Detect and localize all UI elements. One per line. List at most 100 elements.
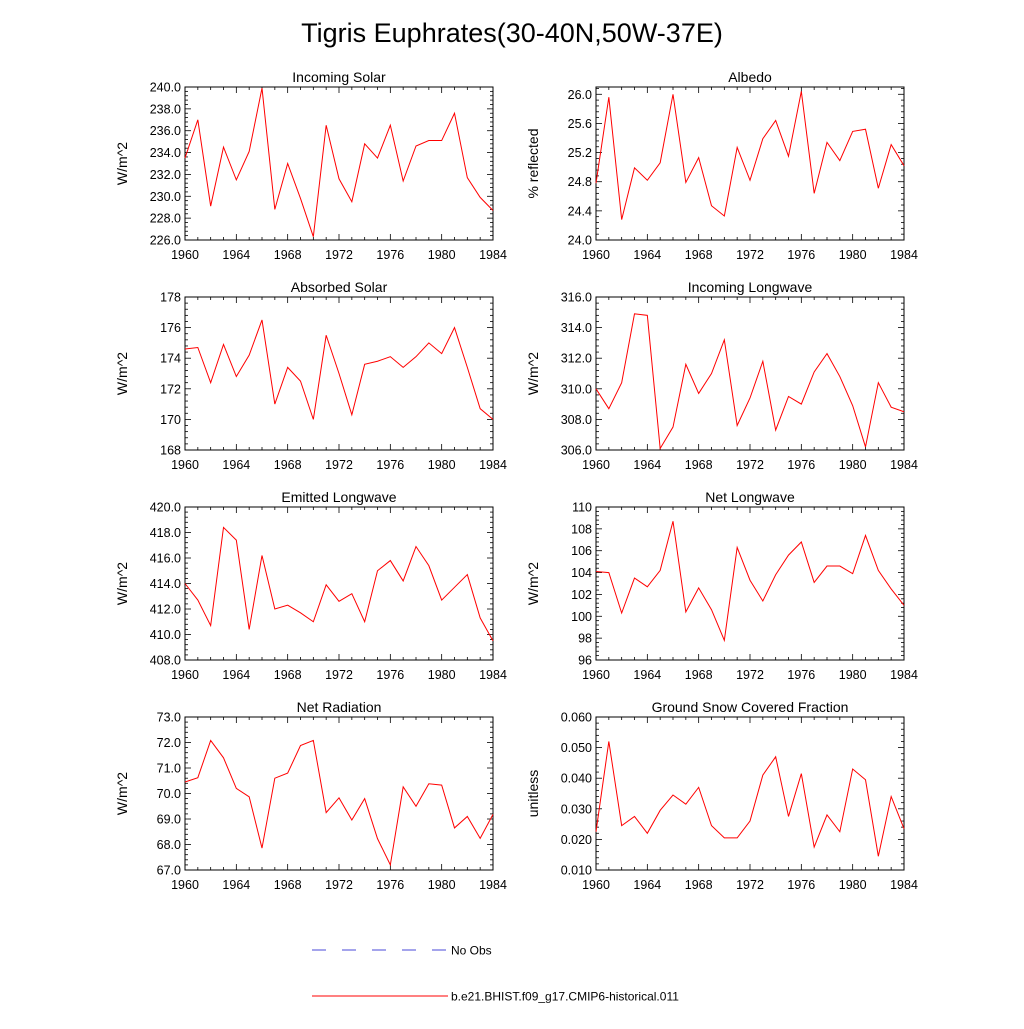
x-tick-label: 1976 (787, 248, 815, 262)
x-tick-label: 1964 (633, 458, 661, 472)
y-tick-label: 0.050 (561, 741, 592, 755)
series-line (184, 526, 494, 642)
panel-title: Net Radiation (297, 699, 382, 715)
panel-title: Absorbed Solar (291, 279, 388, 295)
x-tick-label: 1964 (222, 668, 250, 682)
x-tick-label: 1960 (582, 248, 610, 262)
y-tick-label: 418.0 (150, 526, 181, 540)
y-tick-label: 178 (160, 291, 181, 305)
y-tick-label: 314.0 (561, 321, 592, 335)
y-tick-label: 104 (571, 566, 592, 580)
x-tick-label: 1968 (685, 458, 713, 472)
y-tick-label: 316.0 (561, 291, 592, 305)
tick-marks (595, 506, 905, 661)
x-tick-label: 1976 (376, 878, 404, 892)
panel-absorbed-solar: Absorbed Solar W/m^2 1960 1964 1968 1972 1976 1… (114, 279, 507, 472)
x-tick-label: 1964 (222, 878, 250, 892)
x-tick-label: 1968 (685, 878, 713, 892)
x-tick-label: 1964 (633, 248, 661, 262)
x-tick-label: 1980 (428, 878, 456, 892)
series-line (595, 91, 905, 220)
legend-model-label: b.e21.BHIST.f09_g17.CMIP6-historical.011 (451, 990, 679, 1004)
panel-title: Incoming Solar (292, 69, 386, 85)
y-axis-label: W/m^2 (114, 352, 130, 395)
y-tick-label: 25.6 (568, 117, 592, 131)
y-tick-label: 24.8 (568, 175, 592, 189)
x-tick-label: 1960 (582, 878, 610, 892)
x-tick-label: 1976 (787, 878, 815, 892)
x-tick-label: 1976 (376, 458, 404, 472)
y-tick-label: 174 (160, 352, 181, 366)
y-tick-label: 172 (160, 382, 181, 396)
y-tick-label: 412.0 (150, 603, 181, 617)
plot-frame (595, 716, 905, 871)
x-tick-label: 1976 (376, 668, 404, 682)
x-tick-label: 1972 (325, 878, 353, 892)
x-tick-label: 1976 (787, 458, 815, 472)
x-tick-label: 1964 (633, 878, 661, 892)
x-tick-label: 1964 (222, 458, 250, 472)
plot-frame (184, 716, 494, 871)
x-tick-label: 1984 (890, 878, 918, 892)
x-tick-label: 1984 (890, 248, 918, 262)
x-tick-label: 1964 (222, 248, 250, 262)
legend: No Obs b.e21.BHIST.f09_g17.CMIP6-histori… (312, 944, 679, 1004)
tick-marks (595, 296, 905, 451)
figure-title: Tigris Euphrates(30-40N,50W-37E) (301, 18, 723, 48)
y-axis-label: W/m^2 (114, 772, 130, 815)
x-tick-label: 1972 (325, 458, 353, 472)
x-tick-label: 1972 (736, 878, 764, 892)
y-tick-label: 102 (571, 588, 592, 602)
y-tick-label: 110 (572, 501, 592, 515)
y-tick-label: 69.0 (157, 813, 181, 827)
y-axis-label: W/m^2 (525, 562, 541, 605)
x-tick-label: 1984 (479, 668, 507, 682)
y-tick-label: 73.0 (157, 711, 181, 725)
series-line (595, 313, 905, 451)
y-tick-label: 72.0 (157, 736, 181, 750)
panel-albedo: Albedo % reflected 1960 1964 1968 1972 1976 198… (525, 69, 918, 262)
y-tick-label: 240.0 (150, 81, 181, 95)
y-tick-label: 24.0 (568, 234, 592, 248)
y-tick-label: 226.0 (150, 234, 181, 248)
y-tick-label: 98 (578, 632, 592, 646)
x-tick-label: 1964 (633, 668, 661, 682)
y-tick-label: 312.0 (561, 352, 592, 366)
x-tick-label: 1968 (274, 248, 302, 262)
y-tick-label: 100 (571, 610, 592, 624)
y-tick-label: 96 (578, 654, 592, 668)
x-tick-label: 1984 (890, 668, 918, 682)
series-line (184, 87, 494, 237)
y-tick-label: 410.0 (150, 628, 181, 642)
y-tick-label: 416.0 (150, 552, 181, 566)
x-tick-label: 1968 (685, 248, 713, 262)
y-tick-label: 420.0 (150, 501, 181, 515)
x-tick-label: 1984 (479, 458, 507, 472)
x-tick-label: 1960 (582, 668, 610, 682)
series-line (184, 739, 494, 867)
x-tick-label: 1984 (479, 878, 507, 892)
x-tick-label: 1976 (787, 668, 815, 682)
panel-net-longwave: Net Longwave W/m^2 1960 1964 1968 1972 1976 198… (525, 489, 918, 682)
x-tick-label: 1968 (685, 668, 713, 682)
y-tick-label: 25.2 (568, 146, 592, 160)
x-tick-label: 1980 (428, 668, 456, 682)
y-tick-label: 236.0 (150, 124, 181, 138)
x-tick-label: 1972 (736, 248, 764, 262)
x-tick-label: 1984 (479, 248, 507, 262)
x-tick-label: 1972 (325, 248, 353, 262)
tick-marks (595, 87, 905, 241)
plot-frame (184, 86, 494, 241)
y-axis-label: W/m^2 (525, 352, 541, 395)
legend-obs-label: No Obs (451, 944, 492, 958)
panel-title: Net Longwave (705, 489, 795, 505)
x-tick-label: 1972 (736, 458, 764, 472)
x-tick-label: 1980 (839, 668, 867, 682)
y-tick-label: 67.0 (157, 864, 181, 878)
x-tick-label: 1968 (274, 668, 302, 682)
y-tick-label: 414.0 (150, 577, 181, 591)
x-tick-label: 1972 (736, 668, 764, 682)
x-tick-label: 1976 (376, 248, 404, 262)
plot-frame (595, 86, 905, 241)
